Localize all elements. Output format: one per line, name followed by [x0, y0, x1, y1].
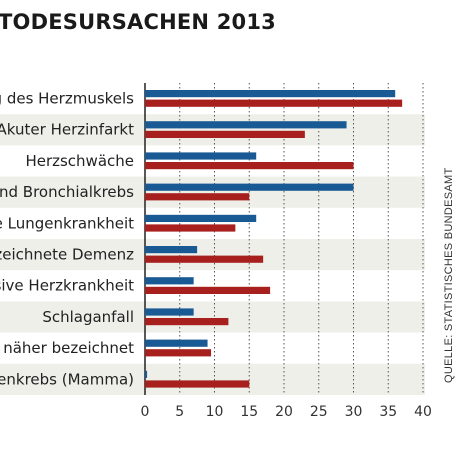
bar-series-2 — [145, 255, 264, 263]
bar-series-1 — [145, 308, 194, 316]
row-stripe — [0, 301, 425, 333]
x-tick-label: 20 — [275, 404, 293, 420]
bar-series-2 — [145, 99, 403, 107]
bar-series-2 — [145, 286, 271, 294]
category-label: und Bronchialkrebs — [0, 183, 134, 201]
bar-series-1 — [145, 183, 354, 191]
category-label: g des Herzmuskels — [0, 90, 134, 108]
chart-title: TODESURSACHEN 2013 — [0, 10, 276, 34]
category-label: Akuter Herzinfarkt — [0, 121, 134, 139]
bar-series-1 — [145, 246, 198, 254]
category-label: Herzschwäche — [25, 152, 134, 170]
category-label: re Lungenkrankheit — [0, 214, 134, 232]
bar-series-1 — [145, 370, 148, 378]
bar-series-2 — [145, 224, 236, 232]
category-label: Schlaganfall — [42, 308, 134, 326]
row-stripe — [0, 363, 425, 395]
bar-series-1 — [145, 339, 208, 347]
bar-series-2 — [145, 380, 250, 388]
bar-series-1 — [145, 90, 396, 98]
bar-series-1 — [145, 152, 257, 160]
category-label: enkrebs (Mamma) — [0, 370, 134, 388]
x-tick-label: 0 — [141, 404, 150, 420]
source-note: QUELLE: STATISTISCHES BUNDESAMT — [443, 167, 455, 384]
row-stripe — [0, 114, 425, 146]
x-tick-label: 25 — [310, 404, 328, 420]
category-label: ezeichnete Demenz — [0, 246, 134, 264]
category-label: nsive Herzkrankheit — [0, 277, 134, 295]
category-label: t näher bezeichnet — [0, 339, 134, 357]
bar-series-1 — [145, 214, 257, 222]
bar-series-2 — [145, 349, 212, 357]
x-tick-label: 35 — [379, 404, 397, 420]
bar-series-2 — [145, 193, 250, 201]
bar-series-1 — [145, 277, 194, 285]
bar-series-1 — [145, 121, 347, 129]
x-tick-label: 40 — [414, 404, 432, 420]
x-tick-label: 15 — [240, 404, 258, 420]
bar-series-2 — [145, 130, 305, 138]
row-stripe — [0, 176, 425, 208]
bar-series-2 — [145, 318, 229, 326]
bar-series-2 — [145, 162, 354, 170]
x-tick-label: 30 — [345, 404, 363, 420]
x-tick-label: 10 — [206, 404, 224, 420]
row-stripe — [0, 239, 425, 271]
x-tick-label: 5 — [175, 404, 184, 420]
